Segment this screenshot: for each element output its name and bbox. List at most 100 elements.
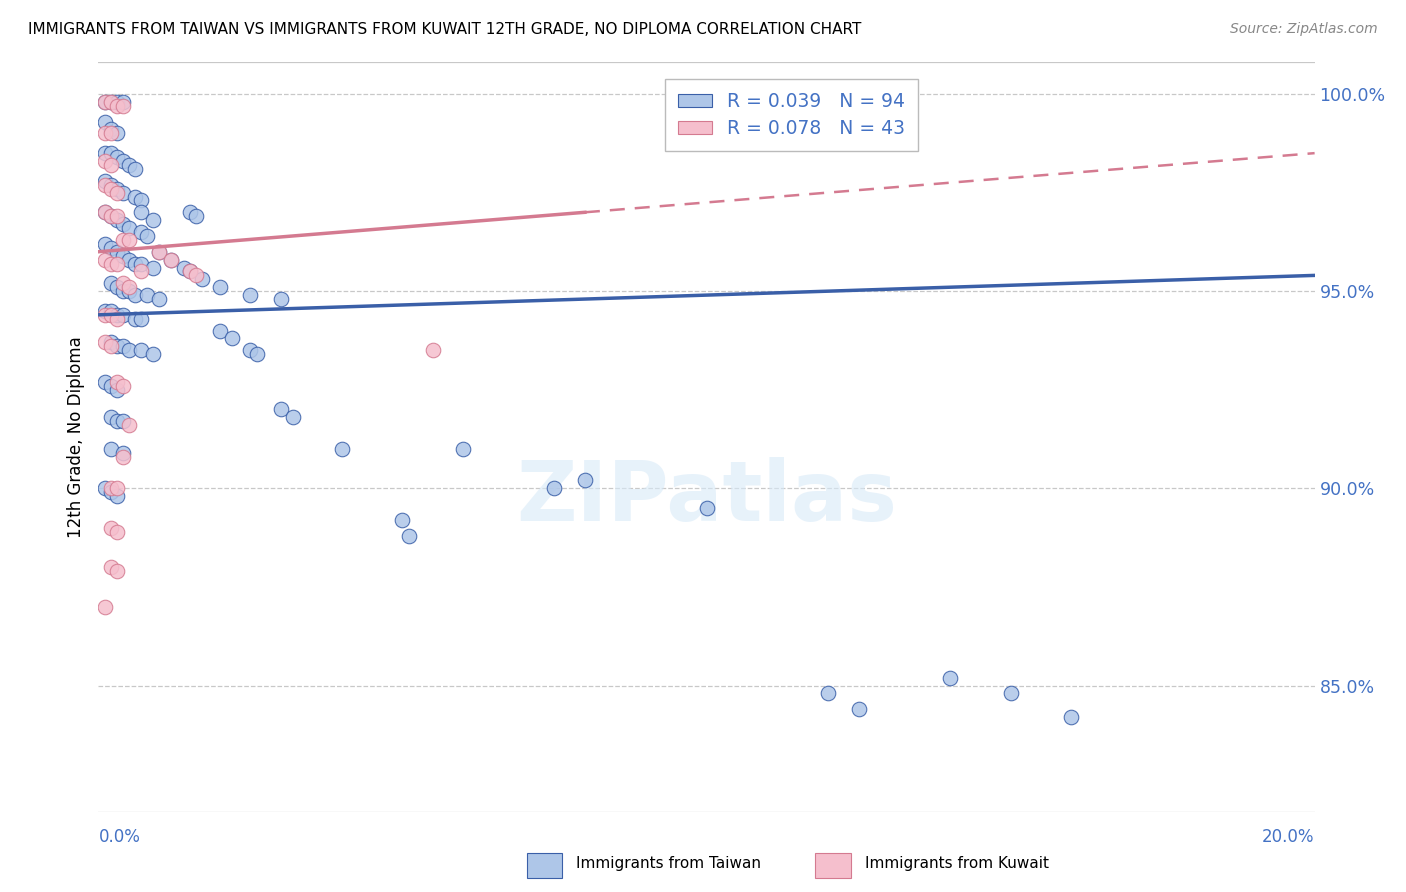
Point (398, 529, 420, 543)
Point (93, 146, 115, 161)
Point (100, 158, 122, 172)
Point (160, 252, 183, 267)
Point (124, 161, 146, 176)
Point (105, 244, 128, 259)
Point (111, 233, 134, 247)
Point (105, 150, 128, 164)
Point (129, 264, 152, 278)
Point (93, 599, 115, 614)
Point (100, 308, 122, 322)
Point (93, 304, 115, 318)
Point (100, 122, 122, 136)
Point (118, 221, 141, 235)
Point (93, 375, 115, 389)
Point (100, 256, 122, 270)
Point (118, 418, 141, 433)
Point (93, 252, 115, 267)
Point (129, 343, 152, 358)
Point (142, 260, 165, 275)
Point (124, 288, 146, 302)
Point (111, 414, 134, 428)
Point (100, 410, 122, 425)
Point (129, 205, 152, 219)
Point (93, 127, 115, 141)
Point (245, 347, 267, 361)
Point (111, 284, 134, 298)
Point (100, 277, 122, 291)
Point (100, 442, 122, 456)
Text: ZIPatlas: ZIPatlas (516, 457, 897, 538)
Point (100, 485, 122, 500)
Point (817, 686, 839, 700)
Text: Immigrants from Kuwait: Immigrants from Kuwait (865, 856, 1049, 871)
Point (281, 410, 304, 425)
Point (93, 174, 115, 188)
Point (391, 513, 413, 527)
Point (422, 343, 444, 358)
Point (93, 95, 115, 109)
Point (179, 264, 201, 278)
Point (100, 560, 122, 574)
Point (105, 481, 128, 495)
Point (100, 339, 122, 353)
Point (100, 379, 122, 393)
Point (118, 280, 141, 294)
Text: 20.0%: 20.0% (1263, 828, 1315, 846)
Point (93, 205, 115, 219)
Point (209, 324, 232, 338)
Point (105, 311, 128, 326)
Point (100, 241, 122, 255)
Point (105, 414, 128, 428)
Point (129, 256, 152, 270)
Point (136, 288, 159, 302)
Point (939, 671, 962, 685)
Point (100, 178, 122, 192)
Point (105, 339, 128, 353)
Point (129, 225, 152, 239)
Point (574, 474, 596, 488)
Point (93, 95, 115, 109)
Point (129, 194, 152, 208)
Point (100, 335, 122, 350)
Point (696, 501, 718, 516)
Text: Source: ZipAtlas.com: Source: ZipAtlas.com (1230, 22, 1378, 37)
Point (184, 268, 207, 283)
Point (111, 308, 134, 322)
Point (160, 252, 183, 267)
Point (111, 277, 134, 291)
Point (239, 343, 262, 358)
Point (111, 95, 134, 109)
Point (105, 186, 128, 200)
Point (100, 95, 122, 109)
Point (124, 256, 146, 270)
Point (118, 158, 141, 172)
Point (191, 272, 214, 286)
Point (105, 308, 128, 322)
Point (179, 264, 201, 278)
Text: IMMIGRANTS FROM TAIWAN VS IMMIGRANTS FROM KUWAIT 12TH GRADE, NO DIPLOMA CORRELAT: IMMIGRANTS FROM TAIWAN VS IMMIGRANTS FRO… (28, 22, 862, 37)
Point (105, 524, 128, 539)
Point (148, 244, 170, 259)
Legend: R = 0.039   N = 94, R = 0.078   N = 43: R = 0.039 N = 94, R = 0.078 N = 43 (665, 79, 918, 151)
Point (118, 343, 141, 358)
Point (93, 236, 115, 251)
Point (270, 402, 292, 417)
Point (93, 308, 115, 322)
Point (93, 481, 115, 495)
Point (93, 114, 115, 128)
Point (100, 181, 122, 195)
Point (100, 209, 122, 223)
Point (148, 292, 170, 306)
Point (105, 213, 128, 227)
Point (105, 209, 128, 223)
Point (105, 564, 128, 578)
Point (124, 311, 146, 326)
Point (105, 256, 128, 270)
Point (100, 521, 122, 535)
Point (105, 95, 128, 109)
Point (105, 127, 128, 141)
Point (136, 229, 159, 244)
Point (100, 481, 122, 495)
Point (93, 154, 115, 169)
Point (111, 99, 134, 113)
